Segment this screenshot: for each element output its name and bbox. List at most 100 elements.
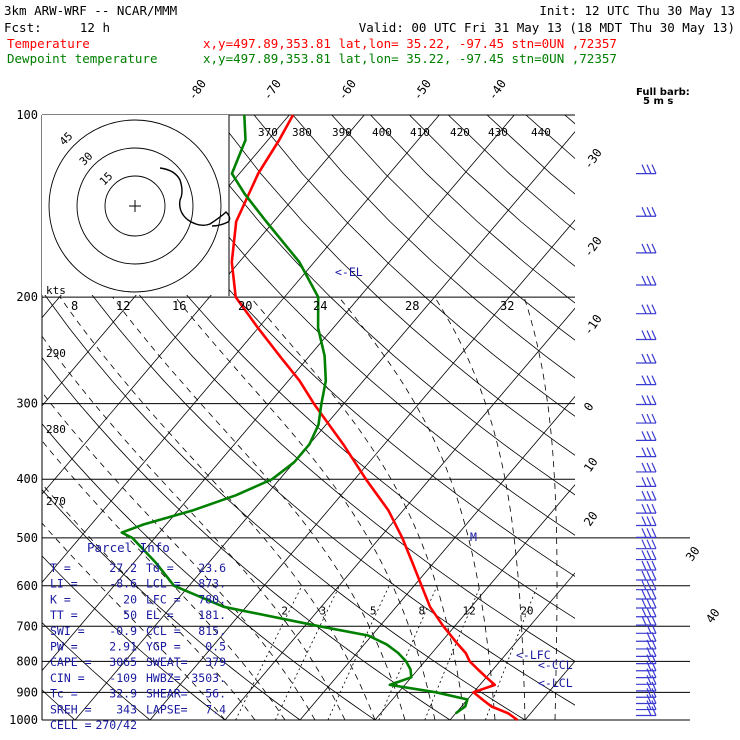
dewpoint-location: x,y=497.89,353.81 lat,lon= 35.22, -97.45…	[203, 51, 617, 66]
pressure-tick-label: 800	[16, 654, 38, 668]
parcel-param-value: 270/42	[95, 718, 137, 732]
wind-barb-flag	[646, 353, 652, 364]
parcel-param-value: -109	[109, 671, 137, 685]
wind-barb-flag	[641, 598, 647, 609]
wind-barb-flag	[646, 275, 652, 286]
wind-barb-flag	[651, 447, 657, 457]
parcel-param-name: PW =	[50, 640, 78, 654]
isotherm-label: -40	[485, 77, 509, 103]
isotherm-line	[224, 307, 575, 720]
wind-barb-flag	[641, 615, 647, 626]
temperature-legend: Temperature	[7, 36, 90, 51]
forecast-hour: 12 h	[80, 20, 110, 35]
mixing-ratio-line	[275, 585, 340, 720]
dry-adiabat	[214, 115, 575, 456]
wind-barb-flag	[646, 447, 652, 457]
parcel-param-name: CCL =	[146, 624, 181, 638]
isotherm-label: -50	[410, 77, 434, 103]
hodograph-units: kts	[46, 284, 66, 297]
lcl-marker: <-LCL	[538, 676, 573, 690]
wind-barb-flag	[641, 560, 647, 571]
parcel-param-value: 815.	[198, 624, 226, 638]
wind-barb-flag	[651, 694, 657, 704]
parcel-param-value: -8.6	[109, 577, 137, 591]
wind-barb-flag	[651, 598, 657, 609]
wind-barb-flag	[646, 206, 652, 217]
isotherm-line	[42, 115, 515, 672]
wind-barb-flag	[646, 615, 652, 626]
parcel-param-name: CAPE =	[50, 655, 92, 669]
wind-barb-flag	[646, 681, 652, 692]
wind-barb-flag	[641, 431, 647, 441]
wind-barb-flag	[641, 206, 647, 217]
dry-adiabat	[137, 115, 575, 536]
theta-top-tick: 440	[531, 126, 551, 139]
isotherm-line	[600, 115, 740, 720]
wind-barb-flag	[646, 589, 652, 600]
isotherm-line	[74, 131, 575, 720]
wind-barb-flag	[646, 550, 652, 560]
wind-barb-flag	[641, 243, 647, 254]
wind-barb-flag	[651, 654, 657, 664]
parcel-param-name: TT =	[50, 608, 78, 622]
parcel-param-value: 27.2	[109, 561, 137, 575]
dry-adiabat	[604, 115, 740, 733]
wind-barb-flag	[651, 589, 657, 600]
wind-barb-flag	[651, 516, 657, 526]
wind-barb-flag	[651, 624, 657, 634]
wind-barb-flag	[651, 431, 657, 441]
wind-barb-flag	[651, 580, 657, 590]
mixing-ratio-line	[424, 585, 481, 720]
wind-barb-flag	[641, 490, 647, 501]
wind-barb-flag	[641, 275, 647, 286]
moist-adiabat	[174, 296, 436, 720]
dry-adiabat	[0, 115, 14, 733]
parcel-param-name: K =	[50, 592, 71, 606]
wind-barb-flag	[646, 503, 652, 514]
wind-barb-flag	[651, 550, 657, 560]
el-marker: <-EL	[335, 265, 363, 279]
wind-barb-flag	[646, 395, 652, 405]
m-marker: M	[470, 530, 477, 544]
pressure-tick-label: 200	[16, 290, 38, 304]
wind-barb-flag	[651, 528, 657, 538]
wind-barb-flag	[646, 304, 652, 314]
isotherm-label: 30	[683, 544, 703, 564]
temperature-trace	[230, 114, 519, 722]
ccl-marker: <-CCL	[538, 658, 573, 672]
wind-barb-flag	[641, 528, 647, 538]
isotherm-label: 20	[581, 509, 601, 529]
wind-barb-flag	[641, 375, 647, 385]
wind-barb-flag	[641, 447, 647, 457]
hodograph-x-tick: 16	[172, 299, 186, 313]
hodograph-x-tick: 12	[116, 299, 130, 313]
parcel-param-name: SWI =	[50, 624, 85, 638]
wind-barb-flag	[651, 304, 657, 314]
valid-time: Valid: 00 UTC Fri 31 May 13 (18 MDT Thu …	[359, 20, 735, 35]
wind-barb-flag	[641, 395, 647, 405]
wind-barb-flag	[646, 539, 652, 549]
wind-barb-flag	[651, 275, 657, 286]
mixing-ratio-label: 20	[520, 605, 533, 618]
isotherm-line	[42, 115, 365, 495]
wind-barb-flag	[646, 560, 652, 571]
dry-adiabat	[253, 115, 575, 417]
parcel-param-value: 181.	[198, 608, 226, 622]
parcel-param-value: 7.4	[205, 702, 226, 716]
wind-barb-flag	[646, 164, 652, 174]
theta-label: 270	[46, 495, 66, 508]
dry-adiabat	[42, 622, 151, 720]
wind-barb-flag	[646, 570, 652, 581]
hodograph-ring	[104, 175, 166, 237]
parcel-param-name: SWEAT=	[146, 655, 188, 669]
parcel-param-name: Td =	[146, 561, 174, 575]
wind-barb-flag	[646, 462, 652, 473]
wind-barb-flag	[646, 431, 652, 441]
parcel-param-name: LFC =	[146, 592, 181, 606]
wind-barb-flag	[651, 243, 657, 254]
wind-barb-flag	[646, 330, 652, 340]
wind-barb-flag	[641, 164, 647, 174]
parcel-info-panel: Parcel Info T = 27.2 Td = 23.6 LI = -8.6 LCL =…	[50, 540, 226, 732]
model-title: 3km ARW-WRF -- NCAR/MMM	[4, 3, 177, 18]
